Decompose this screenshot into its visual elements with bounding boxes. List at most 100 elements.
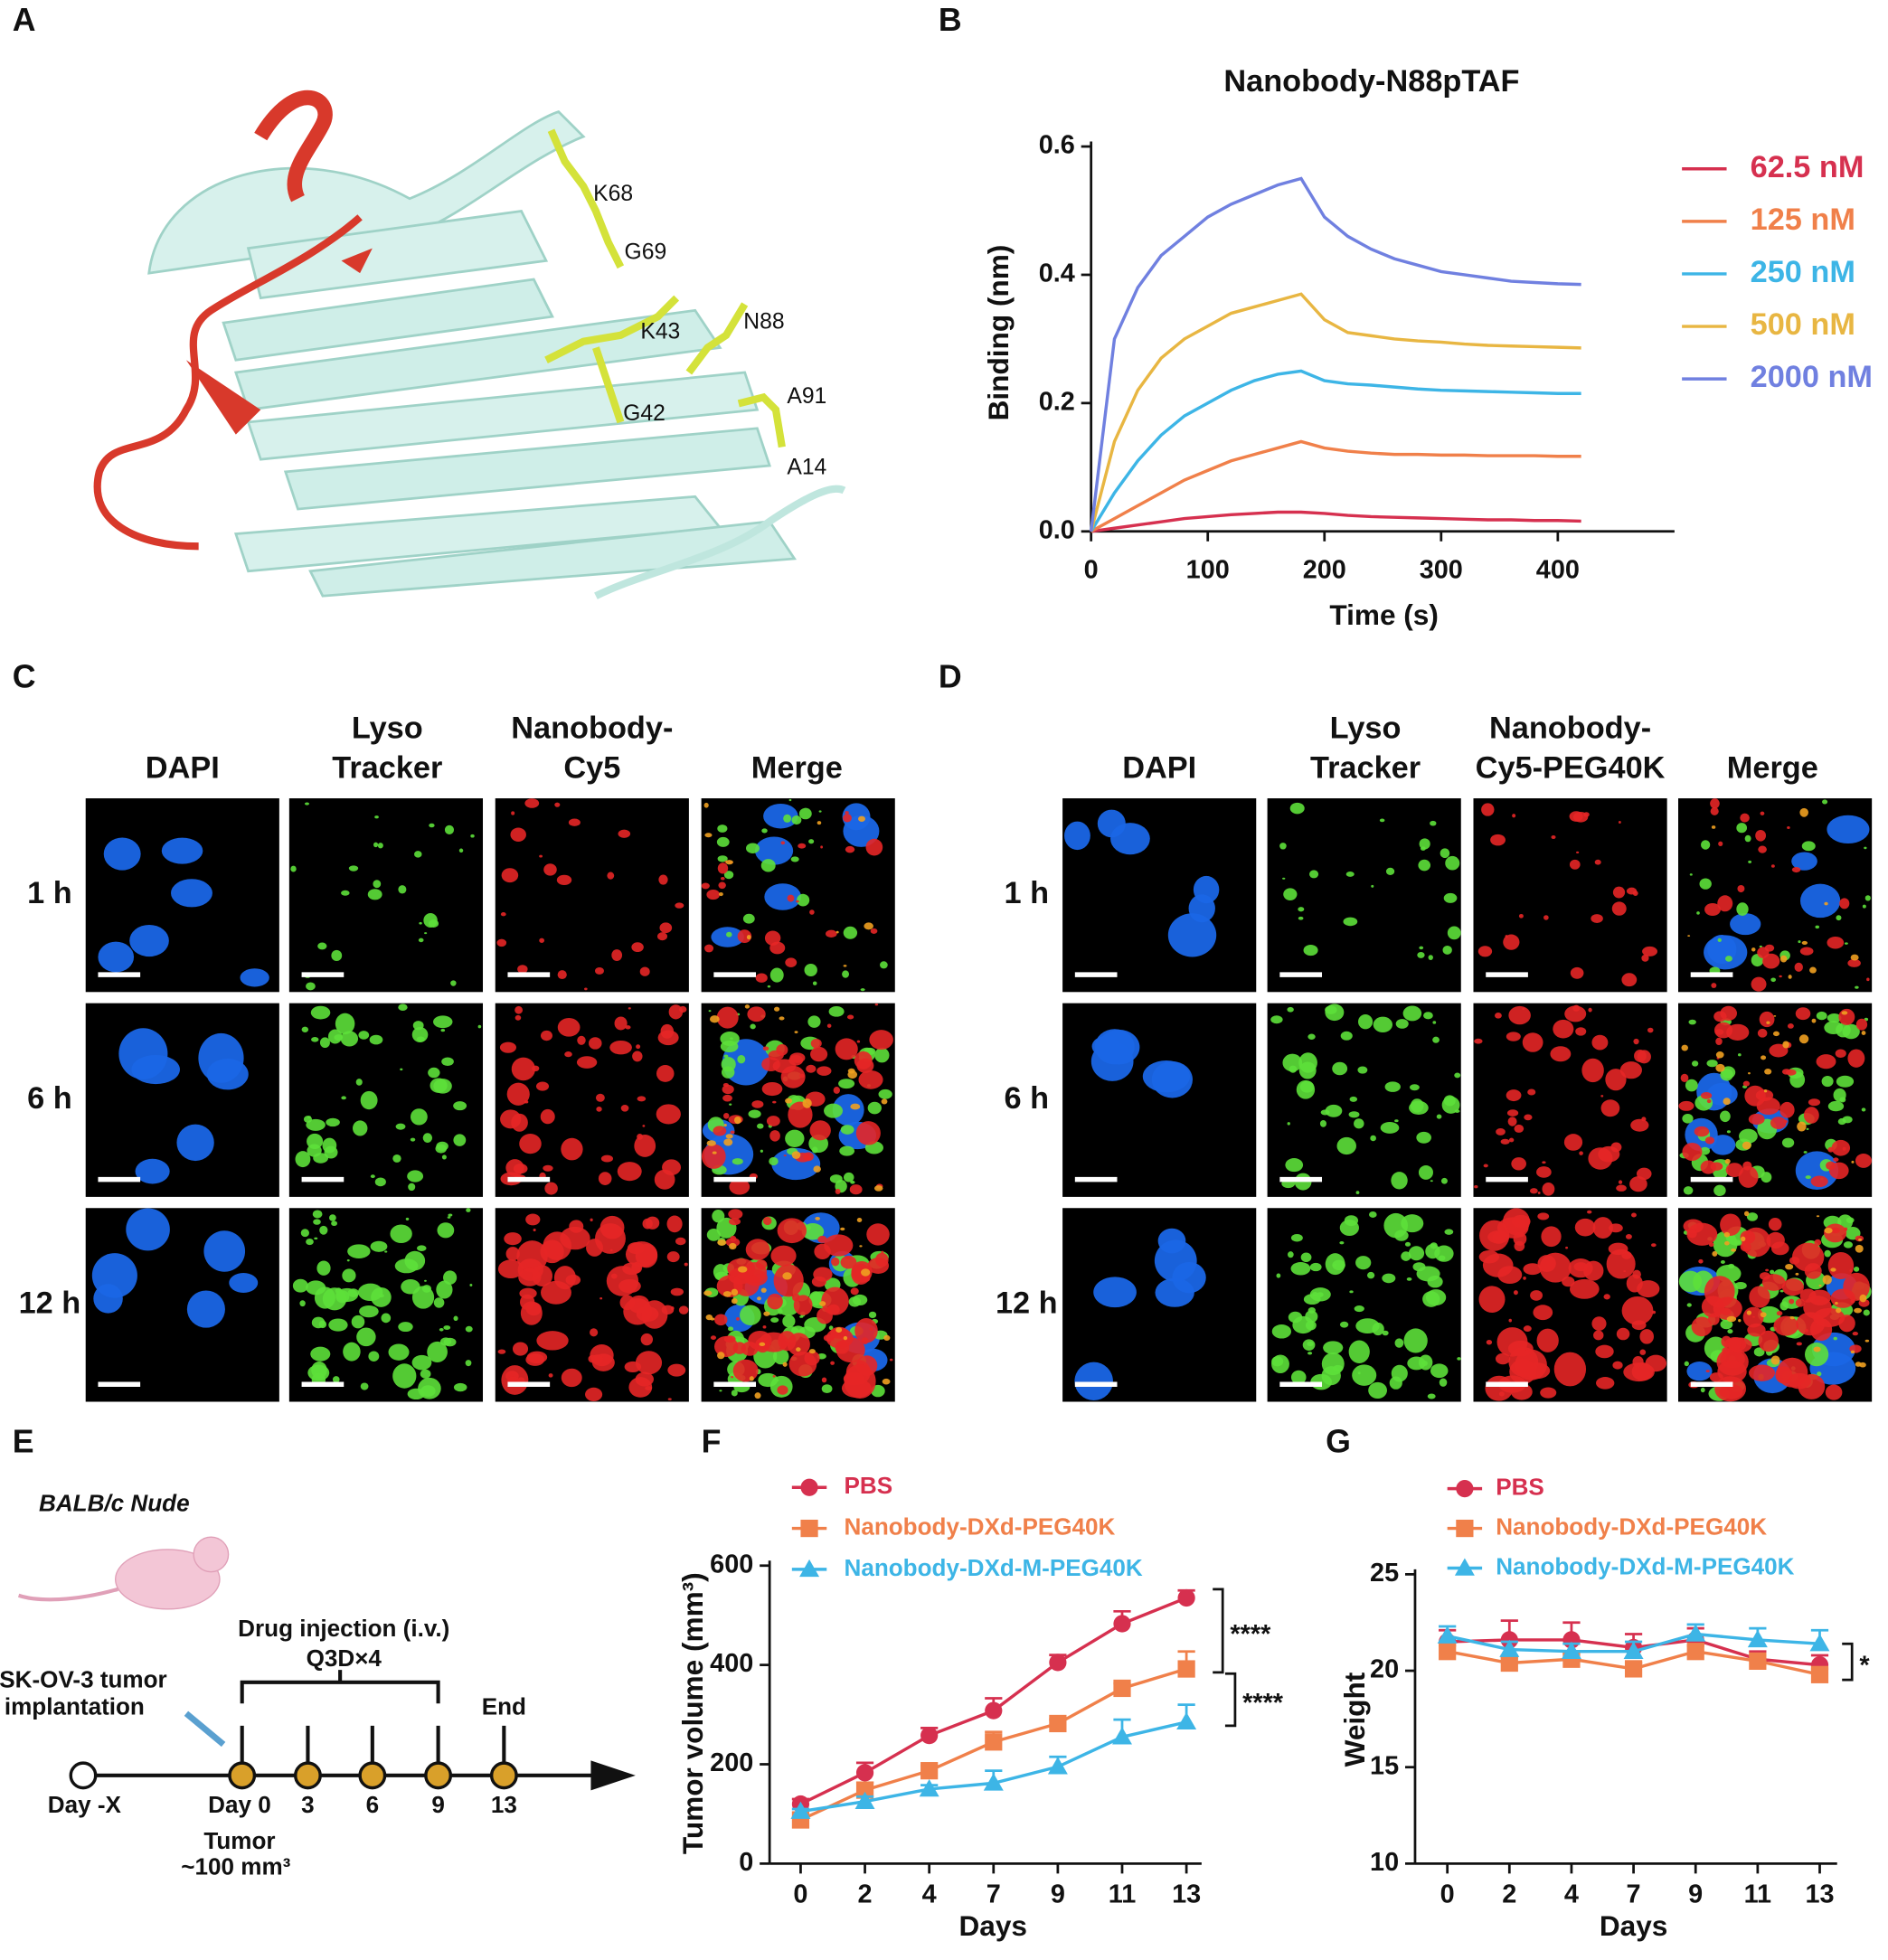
residue-labels: K68 G69 K43 N88 G42 A91 A14: [593, 182, 826, 479]
cell-signal: [307, 1144, 322, 1157]
cell-signal: [1759, 1272, 1770, 1280]
cell-signal: [1422, 1291, 1440, 1307]
significance-label: ****: [1242, 1689, 1284, 1718]
cell-signal: [1591, 1034, 1609, 1051]
micrograph: [1062, 1003, 1257, 1197]
cell-signal: [815, 1216, 820, 1220]
cell-signal: [131, 1054, 180, 1085]
cell-signal: [670, 1287, 684, 1296]
cell-signal: [306, 1118, 326, 1131]
cell-signal: [328, 1214, 336, 1221]
cell-signal: [1839, 898, 1850, 909]
cell-signal: [809, 1120, 831, 1141]
cell-signal: [443, 1270, 458, 1285]
cell-signal: [751, 1100, 764, 1108]
cell-signal: [1349, 1096, 1358, 1102]
cell-signal: [1758, 1330, 1779, 1352]
cell-signal: [1787, 1022, 1794, 1029]
x-tick-label: 7: [986, 1880, 1001, 1909]
cell-signal: [1711, 983, 1717, 988]
cell-signal: [1720, 1213, 1742, 1236]
cell-signal: [590, 1218, 593, 1221]
legend-label: Nanobody-DXd-PEG40K: [844, 1512, 1115, 1540]
cell-signal: [722, 1084, 734, 1095]
cell-signal: [554, 802, 561, 807]
cell-signal: [1157, 1228, 1186, 1254]
cell-signal: [807, 1015, 821, 1028]
cell-signal: [819, 1301, 826, 1306]
cell-signal: [1728, 1337, 1742, 1352]
cell-signal: [1827, 815, 1870, 844]
cell-signal: [769, 967, 784, 983]
cell-signal: [1565, 1246, 1569, 1249]
y-axis-title: Binding (nm): [982, 245, 1015, 421]
cell-signal: [1574, 1218, 1596, 1237]
cell-signal: [500, 912, 506, 917]
cell-signal: [1323, 1341, 1344, 1354]
day-label: 3: [301, 1791, 315, 1818]
cell-signal: [1583, 1260, 1604, 1281]
cell-signal: [827, 1304, 840, 1315]
cell-signal: [729, 1242, 737, 1250]
cell-signal: [1861, 1031, 1866, 1036]
cell-signal: [773, 1006, 780, 1012]
cell-signal: [1515, 1349, 1547, 1380]
cell-signal: [1678, 1100, 1694, 1111]
cell-signal: [331, 1220, 337, 1227]
cell-signal: [514, 1014, 522, 1021]
cell-signal: [1641, 954, 1649, 962]
cell-signal: [1298, 907, 1305, 912]
cell-signal: [812, 981, 817, 985]
cell-signal: [701, 882, 710, 890]
cell-signal: [1289, 802, 1305, 815]
cell-signal: [782, 1315, 796, 1328]
cell-signal: [637, 1133, 644, 1140]
series-line: [1090, 439, 1581, 533]
cell-signal: [1740, 813, 1750, 823]
cell-signal: [1799, 807, 1808, 817]
cell-signal: [477, 1024, 482, 1029]
cell-signal: [594, 967, 604, 975]
cell-signal: [1861, 1107, 1866, 1112]
cell-signal: [787, 894, 795, 902]
cell-signal: [1862, 904, 1866, 909]
cell-signal: [395, 1123, 406, 1130]
cell-signal: [1537, 1255, 1556, 1273]
cell-signal: [1423, 1012, 1433, 1020]
cell-signal: [843, 814, 852, 823]
cell-signal: [1591, 1316, 1607, 1331]
cell-signal: [791, 1151, 801, 1159]
cell-signal: [1395, 1019, 1409, 1029]
cell-signal: [1642, 946, 1657, 956]
y-tick-label: 25: [1370, 1559, 1399, 1588]
cell-signal: [1382, 1273, 1396, 1284]
cell-signal: [1704, 903, 1721, 916]
cell-signal: [1768, 1218, 1782, 1231]
cell-signal: [1373, 1016, 1393, 1033]
cell-signal: [1354, 1305, 1364, 1313]
cell-signal: [817, 1066, 832, 1076]
cell-signal: [1726, 1315, 1737, 1323]
cell-signal: [1685, 1079, 1698, 1092]
cell-signal: [1380, 1122, 1400, 1134]
marker: [1454, 1558, 1475, 1576]
cell-signal: [439, 1327, 444, 1332]
x-tick-label: 300: [1420, 555, 1463, 584]
cell-signal: [1575, 1027, 1587, 1036]
x-tick-label: 13: [1805, 1880, 1834, 1909]
cell-signal: [1836, 1075, 1855, 1088]
row-label: 1 h: [1005, 876, 1050, 910]
cell-signal: [858, 815, 865, 822]
cell-signal: [843, 965, 847, 967]
cell-signal: [1833, 1157, 1839, 1162]
cell-signal: [1694, 1126, 1710, 1137]
cell-signal: [848, 1296, 862, 1307]
cell-signal: [1511, 1157, 1526, 1171]
cell-signal: [1651, 1310, 1657, 1315]
cell-signal: [421, 1285, 431, 1293]
cell-signal: [1781, 1137, 1795, 1148]
cell-signal: [1705, 1370, 1710, 1373]
cell-signal: [1746, 1310, 1751, 1315]
cell-signal: [240, 968, 269, 987]
cell-signal: [1864, 895, 1871, 901]
